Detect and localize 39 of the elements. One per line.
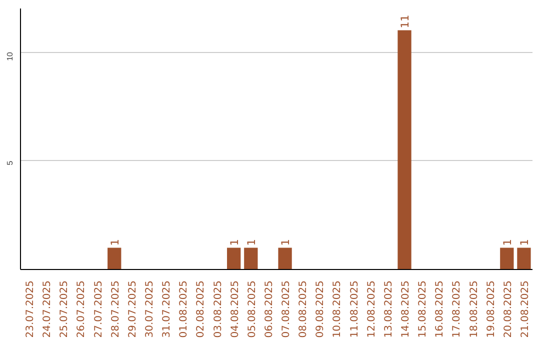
x-tick-label: 26.07.2025 [76, 280, 88, 338]
x-tick-label: 31.07.2025 [162, 280, 173, 338]
x-tick-label: 21.08.2025 [520, 280, 531, 338]
x-tick-label: 07.08.2025 [281, 280, 292, 338]
data-label: 1 [244, 238, 258, 246]
x-tick-label: 30.07.2025 [144, 280, 156, 338]
x-tick-label: 09.08.2025 [315, 280, 326, 338]
x-tick-label: 11.08.2025 [349, 280, 360, 338]
x-tick-label: 06.08.2025 [264, 280, 275, 338]
x-tick-label: 25.07.2025 [59, 280, 70, 338]
x-tick-label: 28.07.2025 [110, 280, 122, 338]
y-tick-label: 10 [6, 51, 14, 61]
x-tick-label: 19.08.2025 [486, 280, 497, 338]
x-tick-label: 01.08.2025 [178, 280, 190, 338]
x-tick-label: 03.08.2025 [212, 280, 224, 338]
data-label: 1 [108, 238, 122, 246]
x-tick-label: 23.07.2025 [25, 280, 36, 338]
x-tick-label: 04.08.2025 [230, 280, 241, 338]
x-tick-label: 27.07.2025 [93, 280, 104, 338]
x-tick-label: 17.08.2025 [452, 280, 463, 338]
x-tick-label: 12.08.2025 [366, 280, 378, 338]
x-tick-label: 16.08.2025 [434, 280, 446, 338]
x-tick-label: 24.07.2025 [42, 280, 54, 338]
x-tick-label: 02.08.2025 [196, 280, 207, 338]
x-tick-label: 05.08.2025 [246, 280, 258, 338]
x-tick-label: 20.08.2025 [502, 280, 514, 338]
x-tick-label: 13.08.2025 [383, 280, 394, 338]
y-tick-label: 5 [6, 160, 14, 166]
data-label: 1 [279, 238, 292, 246]
x-tick-label: 10.08.2025 [332, 280, 344, 338]
x-tick-label: 29.07.2025 [127, 280, 138, 338]
x-tick-label: 18.08.2025 [468, 280, 480, 338]
x-tick-label: 08.08.2025 [298, 280, 310, 338]
data-label: 1 [500, 238, 514, 246]
data-label: 1 [518, 238, 531, 246]
data-label: 11 [398, 14, 412, 28]
data-label: 1 [228, 238, 241, 246]
x-tick-label: 14.08.2025 [400, 280, 412, 338]
x-tick-label: 15.08.2025 [418, 280, 429, 338]
